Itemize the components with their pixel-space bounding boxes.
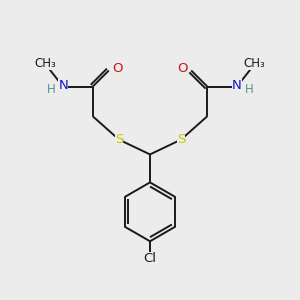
Text: N: N <box>232 79 242 92</box>
Text: S: S <box>177 133 185 146</box>
Text: O: O <box>178 61 188 75</box>
Text: S: S <box>115 133 123 146</box>
Text: N: N <box>58 79 68 92</box>
Text: Cl: Cl <box>143 252 157 266</box>
Text: H: H <box>46 82 55 95</box>
Text: CH₃: CH₃ <box>34 57 56 70</box>
Text: H: H <box>245 82 254 95</box>
Text: O: O <box>112 61 122 75</box>
Text: CH₃: CH₃ <box>244 57 266 70</box>
